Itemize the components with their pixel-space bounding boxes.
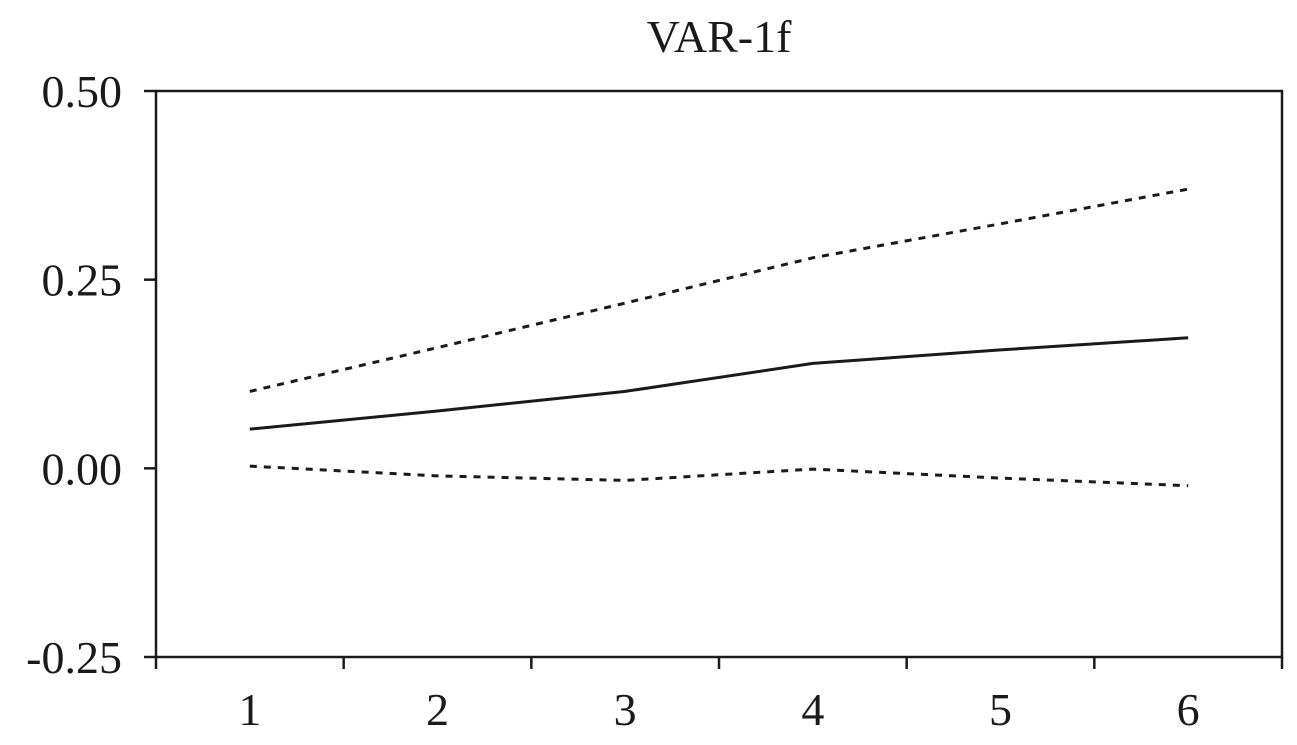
chart-title: VAR-1f: [647, 11, 793, 62]
plot-frame: [154, 89, 1284, 659]
x-tick-label: 6: [1177, 684, 1200, 735]
x-tick-label: 3: [614, 684, 637, 735]
x-tick-label: 1: [238, 684, 261, 735]
y-tick-label: -0.25: [26, 632, 122, 683]
plot-axes: 0.50 0.25 0.00 -0.25 1 2 3 4 5 6: [26, 66, 1284, 735]
confidence-band-line-2: [249, 464, 1189, 488]
confidence-band-line-1: [249, 187, 1189, 393]
y-tick-label: 0.00: [42, 443, 123, 494]
impulse-response-line: [249, 336, 1189, 431]
x-tick-label: 2: [426, 684, 449, 735]
series-layer: [249, 187, 1189, 488]
x-tick-label: 5: [989, 684, 1012, 735]
y-tick-label: 0.25: [42, 255, 123, 306]
y-tick-label: 0.50: [42, 66, 123, 117]
x-tick-label: 4: [801, 684, 824, 735]
